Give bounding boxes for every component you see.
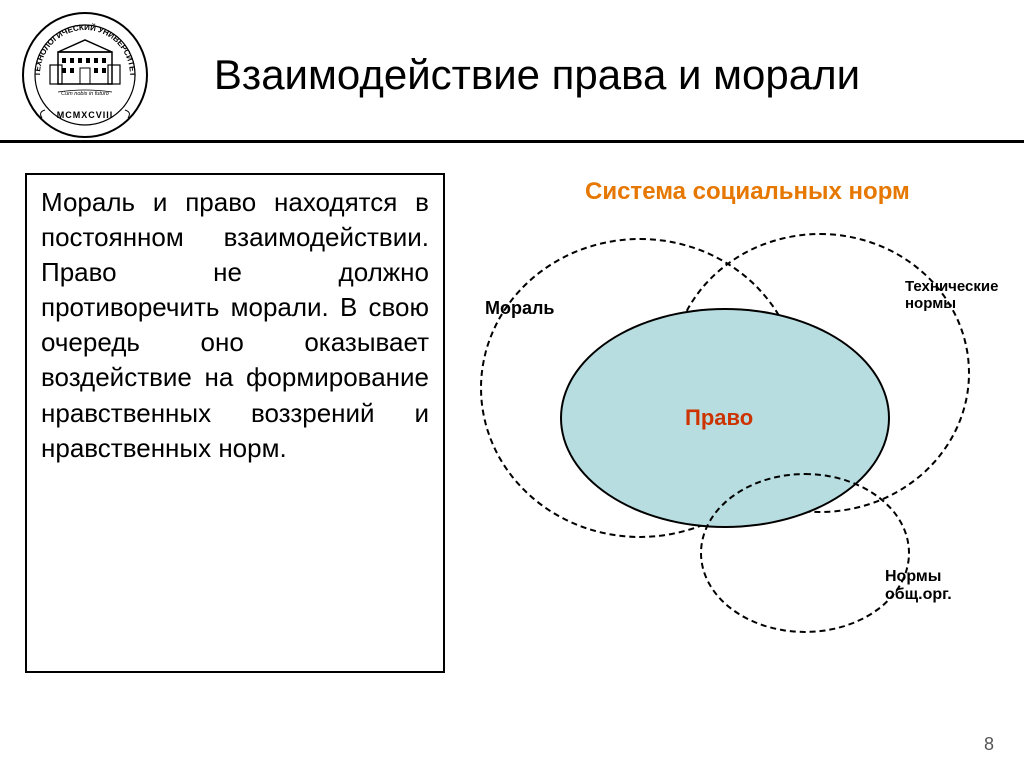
logo-roman: MCMXCVIII (57, 110, 114, 120)
ellipse-org (700, 473, 910, 633)
description-box: Мораль и право находятся в постоянном вз… (25, 173, 445, 673)
page-number: 8 (984, 734, 994, 755)
svg-text:ТЕХНОЛОГИЧЕСКИЙ УНИВЕРСИТЕТ: ТЕХНОЛОГИЧЕСКИЙ УНИВЕРСИТЕТ (33, 23, 137, 77)
label-tech: Технические нормы (905, 278, 995, 313)
label-org: Нормы общ.орг. (885, 568, 975, 605)
diagram-title: Система социальных норм (585, 178, 910, 206)
header: ТЕХНОЛОГИЧЕСКИЙ УНИВЕРСИТЕТ Cum nobis in… (0, 0, 1024, 143)
logo-top-text: ТЕХНОЛОГИЧЕСКИЙ УНИВЕРСИТЕТ (33, 23, 137, 77)
content-area: Мораль и право находятся в постоянном вз… (0, 143, 1024, 703)
label-moral: Мораль (485, 298, 555, 319)
logo-motto: Cum nobis in futuro (61, 91, 109, 97)
logo-svg: ТЕХНОЛОГИЧЕСКИЙ УНИВЕРСИТЕТ Cum nobis in… (20, 10, 150, 140)
university-logo: ТЕХНОЛОГИЧЕСКИЙ УНИВЕРСИТЕТ Cum nobis in… (20, 10, 150, 140)
label-law: Право (685, 405, 753, 431)
page-title: Взаимодействие права и морали (170, 50, 1004, 100)
venn-diagram: Система социальных норм Мораль Техническ… (465, 173, 999, 673)
